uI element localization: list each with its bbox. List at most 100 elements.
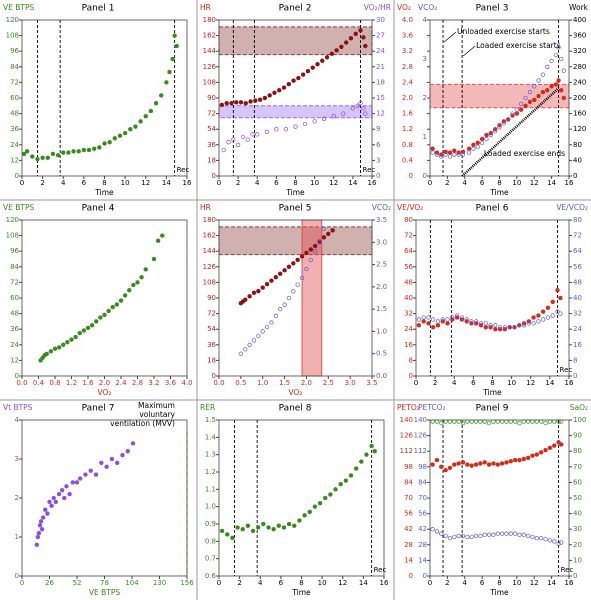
y-tick-label: 56 xyxy=(404,510,413,518)
y2-tick-label: 1.0 xyxy=(376,327,387,335)
data-point xyxy=(35,534,41,540)
data-point xyxy=(333,487,338,492)
y-tick-label: 1.3 xyxy=(205,451,216,459)
data-point xyxy=(478,533,483,539)
data-point xyxy=(36,530,42,536)
data-point xyxy=(324,55,330,60)
x-tick-label: 4 xyxy=(258,579,263,587)
x-tick-label: 6 xyxy=(82,179,87,187)
y-tick-label: 180 xyxy=(203,216,216,224)
data-point xyxy=(512,419,518,424)
data-point xyxy=(224,100,229,106)
y-tick-label: 72 xyxy=(10,278,19,286)
data-point xyxy=(51,495,56,501)
data-point xyxy=(454,313,460,318)
data-point xyxy=(484,136,489,142)
x-axis-label: VO₂ xyxy=(289,388,303,397)
x-tick-label: 2 xyxy=(433,379,437,387)
data-point xyxy=(440,317,445,322)
y-tick-label: 112 xyxy=(400,447,413,455)
data-point xyxy=(443,467,448,473)
data-point xyxy=(107,139,112,145)
data-point xyxy=(151,256,157,262)
data-point xyxy=(102,312,107,318)
data-point xyxy=(286,264,292,269)
y-tick-label: 0 xyxy=(409,172,413,180)
data-point xyxy=(495,419,500,424)
y3-tick-label: 4 xyxy=(423,16,428,24)
data-point xyxy=(159,93,164,98)
data-point xyxy=(434,457,440,463)
y2-tick-label: 40 xyxy=(573,294,582,302)
x-tick-label: 4 xyxy=(463,179,468,187)
data-point xyxy=(243,297,248,302)
data-point xyxy=(61,150,66,155)
data-point xyxy=(245,523,251,528)
x-axis-label: Time xyxy=(482,388,502,397)
y-tick-label: 40 xyxy=(404,294,413,302)
data-point xyxy=(512,325,517,330)
data-point xyxy=(530,419,535,424)
x-tick-label: 156 xyxy=(180,579,194,587)
y2-tick-label: 2.5 xyxy=(376,261,387,269)
data-point xyxy=(482,532,487,537)
x-tick-label: 12 xyxy=(338,579,347,587)
data-point xyxy=(131,282,136,288)
data-point xyxy=(291,261,296,266)
y-tick-label: 24 xyxy=(10,141,19,149)
x-tick-label: 8 xyxy=(299,579,303,587)
data-point xyxy=(304,250,309,256)
data-point xyxy=(483,325,489,330)
x-tick-label: 2.5 xyxy=(323,379,334,387)
data-point xyxy=(251,338,257,343)
data-point xyxy=(508,419,513,424)
rec-label: Rec xyxy=(177,166,190,174)
data-point xyxy=(45,155,50,161)
y-tick-label: 16 xyxy=(404,341,413,349)
x-tick-label: 10 xyxy=(121,179,130,187)
y2-tick-label: 240 xyxy=(573,78,586,86)
data-point xyxy=(475,140,480,146)
data-point xyxy=(372,449,377,454)
y2-tick-label: 48 xyxy=(573,278,582,286)
data-point xyxy=(473,419,479,424)
y2-tick-label: 400 xyxy=(573,16,586,24)
data-point xyxy=(473,462,479,467)
data-point xyxy=(358,28,363,33)
shaded-band xyxy=(218,226,373,256)
data-point xyxy=(37,523,43,528)
y-tick-label: 108 xyxy=(203,278,216,286)
y2-tick-label: 80 xyxy=(573,216,582,224)
data-point xyxy=(299,254,305,259)
y-tick-label: 24 xyxy=(404,325,413,333)
data-point xyxy=(469,463,474,468)
data-point xyxy=(447,150,453,155)
data-point xyxy=(540,89,546,95)
x-tick-label: 8 xyxy=(102,179,106,187)
x-tick-label: 0 xyxy=(414,379,418,387)
data-point xyxy=(456,461,461,466)
x-tick-label: 3.0 xyxy=(345,379,356,387)
data-point xyxy=(321,235,327,240)
data-point xyxy=(261,521,266,527)
data-point xyxy=(445,321,450,326)
data-point xyxy=(486,462,492,467)
data-point xyxy=(471,142,476,148)
data-point xyxy=(523,95,528,101)
y2-tick-label: 160 xyxy=(573,110,586,118)
x-tick-label: 12 xyxy=(329,179,338,187)
data-point xyxy=(43,507,48,512)
data-point xyxy=(296,75,301,81)
data-point xyxy=(514,107,520,112)
data-point xyxy=(474,319,479,324)
panel-title: Panel 4 xyxy=(82,204,115,214)
data-point xyxy=(40,515,46,520)
data-point xyxy=(526,533,531,539)
data-point xyxy=(499,461,505,466)
data-point xyxy=(483,321,488,326)
y-tick-label: 3 xyxy=(15,455,19,463)
data-point xyxy=(295,257,300,263)
